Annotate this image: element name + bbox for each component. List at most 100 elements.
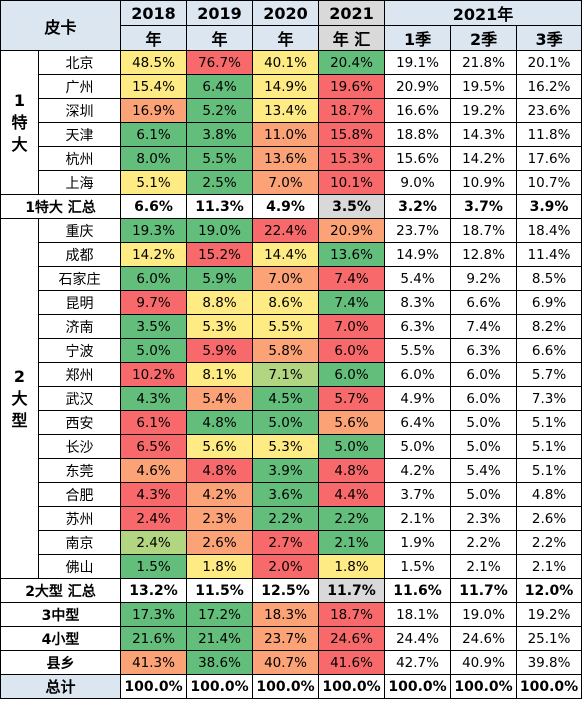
- city-cell: 成都: [37, 242, 122, 267]
- summary-quarter-cell: 3.9%: [516, 194, 582, 219]
- total-label: 总计: [0, 674, 122, 699]
- corner-header: 皮卡: [0, 0, 122, 51]
- quarter-cell: 24.6%: [450, 626, 518, 651]
- value-cell: 15.8%: [318, 122, 386, 147]
- quarter-cell: 16.2%: [516, 74, 582, 99]
- total-quarter-cell: 100.0%: [450, 674, 518, 699]
- table-row: 佛山 1.5% 1.8% 2.0% 1.8% 1.5% 2.1% 2.1%: [1, 554, 582, 579]
- city-cell: 北京: [37, 50, 122, 75]
- value-cell: 20.4%: [318, 50, 386, 75]
- value-cell: 48.5%: [120, 50, 188, 75]
- quarter-cell: 10.9%: [450, 170, 518, 195]
- table-row: 广州 15.4% 6.4% 14.9% 19.6% 20.9% 19.5% 16.2%: [1, 74, 582, 99]
- value-cell: 5.6%: [318, 410, 386, 435]
- quarter-cell: 14.3%: [450, 122, 518, 147]
- quarter-cell: 9.2%: [450, 266, 518, 291]
- quarter-cell: 10.7%: [516, 170, 582, 195]
- value-cell: 5.5%: [186, 146, 254, 171]
- quarter-cell: 18.7%: [450, 218, 518, 243]
- city-cell: 武汉: [37, 386, 122, 411]
- city-cell: 重庆: [37, 218, 122, 243]
- quarter-cell: 40.9%: [450, 650, 518, 675]
- value-cell: 5.3%: [252, 434, 320, 459]
- quarter-cell: 19.5%: [450, 74, 518, 99]
- segment-label: 县乡: [0, 650, 122, 675]
- quarter-cell: 12.8%: [450, 242, 518, 267]
- quarter-cell: 19.2%: [450, 98, 518, 123]
- value-cell: 2.0%: [252, 554, 320, 579]
- total-value-cell: 100.0%: [120, 674, 188, 699]
- year-suffix-2019: 年: [186, 25, 254, 51]
- value-cell: 41.3%: [120, 650, 188, 675]
- quarter-group-header: 2021年: [384, 0, 582, 26]
- value-cell: 14.9%: [252, 74, 320, 99]
- value-cell: 5.5%: [252, 314, 320, 339]
- year-suffix-2018: 年: [120, 25, 188, 51]
- table-row: 南京 2.4% 2.6% 2.7% 2.1% 1.9% 2.2% 2.2%: [1, 530, 582, 555]
- segment-label: 3中型: [0, 602, 122, 627]
- value-cell: 7.4%: [318, 266, 386, 291]
- value-cell: 2.2%: [252, 506, 320, 531]
- city-cell: 深圳: [37, 98, 122, 123]
- quarter-cell: 2.6%: [516, 506, 582, 531]
- table-row: 成都 14.2% 15.2% 14.4% 13.6% 14.9% 12.8% 11.4%: [1, 242, 582, 267]
- quarter-cell: 25.1%: [516, 626, 582, 651]
- value-cell: 4.4%: [318, 482, 386, 507]
- value-cell: 13.4%: [252, 98, 320, 123]
- year-header-2020: 2020: [252, 0, 320, 26]
- value-cell: 13.6%: [318, 242, 386, 267]
- value-cell: 19.6%: [318, 74, 386, 99]
- value-cell: 24.6%: [318, 626, 386, 651]
- value-cell: 19.0%: [186, 218, 254, 243]
- value-cell: 3.6%: [252, 482, 320, 507]
- value-cell: 15.4%: [120, 74, 188, 99]
- quarter-cell: 6.3%: [450, 338, 518, 363]
- year-header-2021: 2021: [318, 0, 386, 26]
- summary-row-2: 2大型 汇总 13.2% 11.5% 12.5% 11.7% 11.6% 11.7% 12.0…: [0, 578, 582, 603]
- table-row: 2 大 型重庆 19.3% 19.0% 22.4% 20.9% 23.7% 18.7% 18.…: [0, 218, 582, 579]
- value-cell: 21.4%: [186, 626, 254, 651]
- value-cell: 5.3%: [186, 314, 254, 339]
- quarter-cell: 14.2%: [450, 146, 518, 171]
- city-cell: 石家庄: [37, 266, 122, 291]
- group-1-label: 1 特 大: [0, 50, 39, 195]
- value-cell: 1.5%: [120, 554, 188, 579]
- quarter-cell: 14.9%: [384, 242, 452, 267]
- quarter-cell: 2.1%: [516, 554, 582, 579]
- summary-quarter-cell: 3.7%: [450, 194, 518, 219]
- value-cell: 4.5%: [252, 386, 320, 411]
- value-cell: 76.7%: [186, 50, 254, 75]
- value-cell: 15.3%: [318, 146, 386, 171]
- value-cell: 4.8%: [186, 410, 254, 435]
- value-cell: 8.6%: [252, 290, 320, 315]
- header-row-1: 皮卡 2018 2019 2020 2021 2021年: [0, 0, 582, 51]
- value-cell: 5.8%: [252, 338, 320, 363]
- quarter-cell: 21.8%: [450, 50, 518, 75]
- total-value-cell: 100.0%: [186, 674, 254, 699]
- value-cell: 17.3%: [120, 602, 188, 627]
- value-cell: 5.7%: [318, 386, 386, 411]
- value-cell: 5.0%: [252, 410, 320, 435]
- value-cell: 7.0%: [318, 314, 386, 339]
- value-cell: 8.8%: [186, 290, 254, 315]
- summary-value-cell: 12.5%: [252, 578, 320, 603]
- summary-row-2-label: 2大型 汇总: [0, 578, 122, 603]
- city-cell: 郑州: [37, 362, 122, 387]
- value-cell: 6.5%: [120, 434, 188, 459]
- value-cell: 5.0%: [120, 338, 188, 363]
- summary-value-cell: 11.3%: [186, 194, 254, 219]
- quarter-cell: 15.6%: [384, 146, 452, 171]
- value-cell: 10.2%: [120, 362, 188, 387]
- quarter-cell: 1.9%: [384, 530, 452, 555]
- quarter-cell: 6.6%: [450, 290, 518, 315]
- quarter-cell: 8.3%: [384, 290, 452, 315]
- city-cell: 苏州: [37, 506, 122, 531]
- year-header-2019: 2019: [186, 0, 254, 26]
- value-cell: 9.7%: [120, 290, 188, 315]
- value-cell: 2.1%: [318, 530, 386, 555]
- value-cell: 13.6%: [252, 146, 320, 171]
- value-cell: 18.7%: [318, 602, 386, 627]
- value-cell: 1.8%: [318, 554, 386, 579]
